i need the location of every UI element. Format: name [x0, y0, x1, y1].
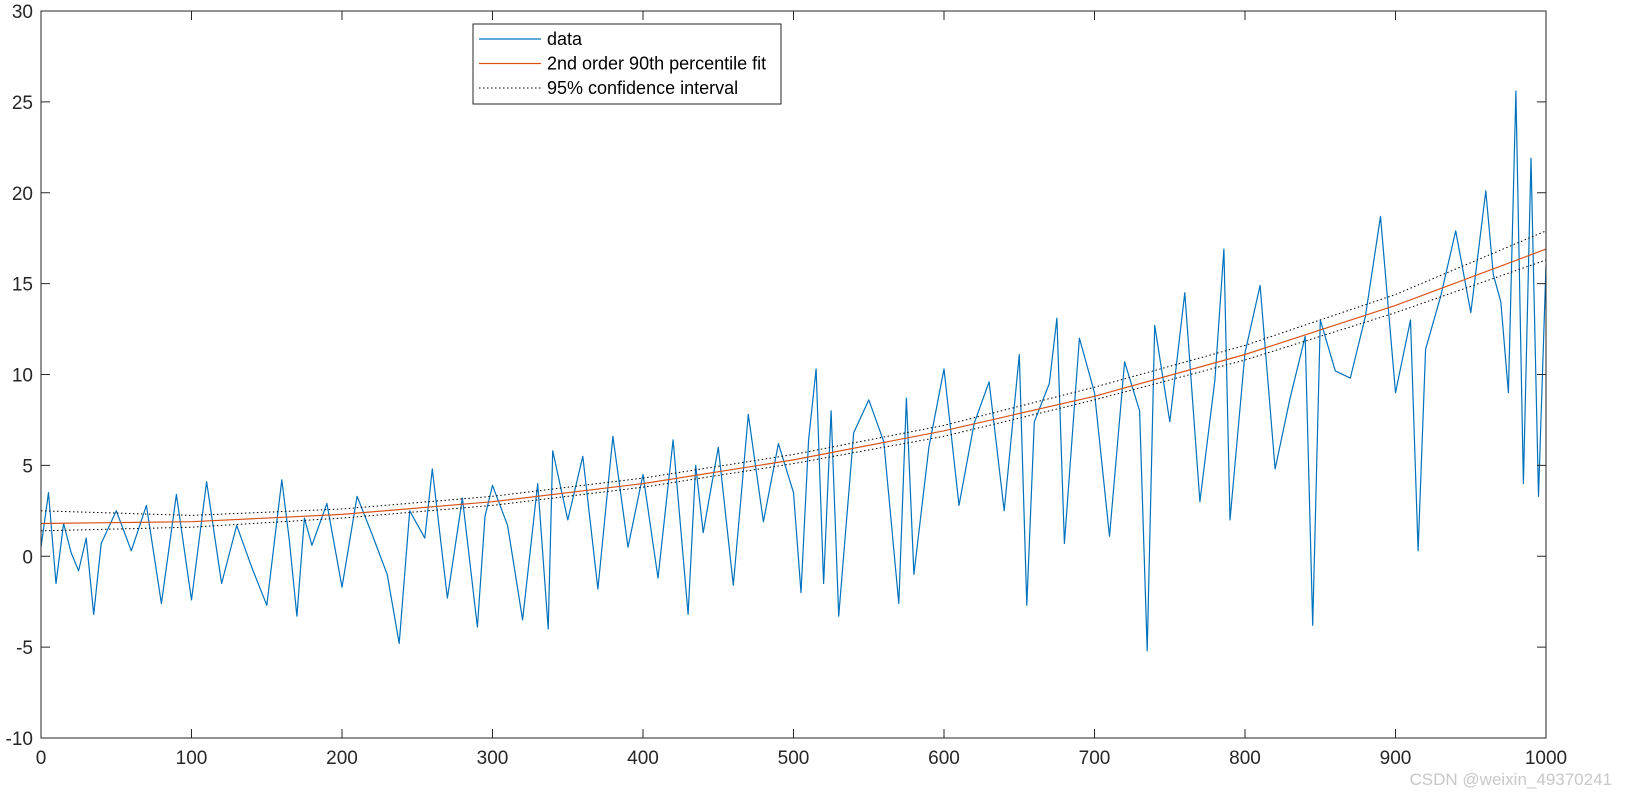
x-tick-label: 1000 — [1525, 748, 1567, 769]
x-tick-label: 100 — [176, 748, 208, 769]
y-tick-label: 20 — [12, 184, 33, 205]
series-layer — [40, 90, 1547, 652]
x-tick-label: 800 — [1229, 748, 1261, 769]
series-line-2nd-order-90th-percentile-fit — [40, 248, 1547, 525]
y-tick-label: 25 — [12, 93, 33, 114]
y-tick-label: 15 — [12, 275, 33, 296]
y-tick-label: -5 — [16, 638, 33, 659]
x-tick-label: 0 — [36, 748, 47, 769]
y-tick-label: 10 — [12, 366, 33, 387]
legend: data 2nd order 90th percentile fit 95% con… — [472, 23, 782, 105]
legend-label: 2nd order 90th percentile fit — [547, 54, 766, 74]
series-line-95-confidence-interval — [40, 230, 1547, 516]
y-tick-label: -10 — [6, 729, 33, 750]
x-tick-label: 500 — [778, 748, 810, 769]
x-tick-label: 400 — [627, 748, 659, 769]
legend-label: data — [547, 29, 583, 49]
legend-label: 95% confidence interval — [547, 78, 738, 98]
x-tick-label: 200 — [326, 748, 358, 769]
series-line-confidence-lower — [40, 259, 1547, 532]
x-tick-label: 900 — [1380, 748, 1412, 769]
y-tick-label: 30 — [12, 2, 33, 23]
plot-area — [41, 11, 1546, 738]
x-tick-label: 600 — [928, 748, 960, 769]
y-tick-label: 5 — [22, 456, 33, 477]
watermark-text: CSDN @weixin_49370241 — [1410, 770, 1612, 789]
ticks-layer: 0 100 200 300 400 500 600 700 800 900 1000 -10 -5 0 5 1… — [6, 2, 1568, 769]
y-tick-label: 0 — [22, 547, 33, 568]
series-line-data — [40, 90, 1547, 652]
x-tick-label: 300 — [477, 748, 509, 769]
x-tick-label: 700 — [1079, 748, 1111, 769]
